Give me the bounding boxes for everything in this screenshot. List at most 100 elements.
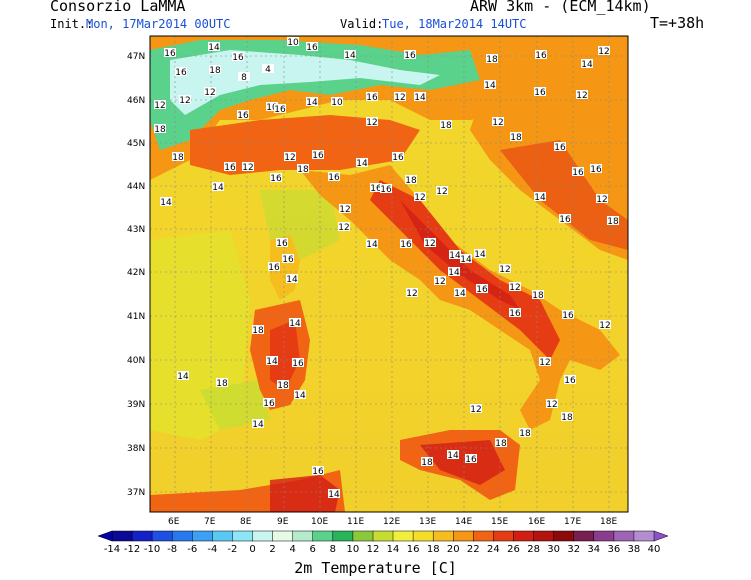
station-label: 16 <box>312 150 324 161</box>
station-label: 12 <box>546 399 558 410</box>
svg-text:16: 16 <box>175 68 187 78</box>
station-label: 14 <box>414 92 426 103</box>
colorbar-tick-label: 18 <box>427 544 440 555</box>
station-label: 16 <box>312 466 324 477</box>
station-label: 12 <box>338 222 350 233</box>
colorbar-tick-label: 10 <box>347 544 360 555</box>
alps-high <box>170 50 440 115</box>
station-label: 16 <box>274 104 286 115</box>
svg-text:14: 14 <box>356 159 368 169</box>
station-label: 12 <box>394 92 406 103</box>
svg-text:16: 16 <box>270 174 282 184</box>
svg-text:12: 12 <box>284 153 295 163</box>
station-label: 18 <box>209 65 221 76</box>
lon-label: 6E <box>168 517 180 527</box>
svg-text:16: 16 <box>232 53 244 63</box>
colorbar-tick-label: 34 <box>587 544 600 555</box>
colorbar-swatch <box>533 530 555 542</box>
colorbar-swatch <box>212 530 234 542</box>
station-label: 16 <box>476 284 488 295</box>
station-label: 12 <box>596 194 608 205</box>
station-label: 14 <box>460 254 472 265</box>
svg-text:18: 18 <box>495 439 507 449</box>
valid-value: Tue, 18Mar2014 14UTC <box>382 17 527 31</box>
station-label: 14 <box>484 80 496 91</box>
svg-text:14: 14 <box>366 240 378 250</box>
svg-text:16: 16 <box>392 153 404 163</box>
station-label: 12 <box>470 404 482 415</box>
colorbar-swatch <box>312 530 334 542</box>
svg-text:16: 16 <box>224 163 236 173</box>
colorbar-tick-label: 30 <box>547 544 560 555</box>
svg-text:16: 16 <box>590 165 602 175</box>
lon-label: 11E <box>347 517 364 527</box>
lat-label: 42N <box>127 268 145 278</box>
apennines-core <box>400 200 520 310</box>
station-label: 16 <box>263 398 275 409</box>
svg-text:12: 12 <box>509 283 520 293</box>
station-label: 16 <box>282 254 294 265</box>
station-label: 8 <box>238 72 250 83</box>
svg-text:14: 14 <box>454 289 466 299</box>
colorbar-tick-label: 2 <box>269 544 275 555</box>
colorbar-tick-label: 4 <box>290 544 296 555</box>
svg-text:14: 14 <box>212 183 224 193</box>
station-label: 12 <box>499 264 511 275</box>
station-label: 12 <box>284 152 296 163</box>
lat-label: 37N <box>127 488 145 498</box>
svg-text:16: 16 <box>534 88 546 98</box>
lon-label: 9E <box>277 517 289 527</box>
lon-label: 13E <box>419 517 436 527</box>
svg-text:18: 18 <box>440 121 452 131</box>
svg-text:16: 16 <box>164 49 176 59</box>
station-label: 16 <box>564 375 576 386</box>
station-label: 14 <box>447 450 459 461</box>
station-label: 18 <box>532 290 544 301</box>
station-label: 16 <box>559 214 571 225</box>
station-label: 16 <box>366 92 378 103</box>
station-label: 16 <box>292 358 304 369</box>
svg-text:16: 16 <box>554 143 566 153</box>
colorbar-swatch <box>332 530 354 542</box>
station-label: 12 <box>492 117 504 128</box>
station-label: 14 <box>581 59 593 70</box>
station-label: 4 <box>262 64 274 75</box>
svg-text:16: 16 <box>400 240 412 250</box>
svg-text:16: 16 <box>476 285 488 295</box>
map-panel <box>150 36 628 512</box>
station-label: 10 <box>266 102 278 113</box>
colorbar-swatch <box>272 530 294 542</box>
svg-text:14: 14 <box>160 198 172 208</box>
lon-label: 10E <box>311 517 328 527</box>
station-label: 14 <box>266 356 278 367</box>
colorbar-swatch <box>392 530 414 542</box>
svg-text:16: 16 <box>292 359 304 369</box>
lon-label: 7E <box>204 517 216 527</box>
lon-label: 8E <box>240 517 252 527</box>
station-label: 14 <box>252 419 264 430</box>
svg-text:14: 14 <box>484 81 496 91</box>
svg-text:12: 12 <box>499 265 510 275</box>
lat-label: 43N <box>127 225 145 235</box>
colorbar-tick-label: 28 <box>527 544 540 555</box>
svg-text:16: 16 <box>370 184 382 194</box>
svg-text:14: 14 <box>534 193 546 203</box>
svg-text:18: 18 <box>421 458 433 468</box>
colorbar-tick-label: 22 <box>467 544 480 555</box>
station-label: 12 <box>576 90 588 101</box>
svg-text:16: 16 <box>559 215 571 225</box>
colorbar-swatch <box>352 530 374 542</box>
station-label: 10 <box>331 97 343 108</box>
colorbar-tick-label: 12 <box>367 544 380 555</box>
station-label: 16 <box>572 167 584 178</box>
station-label: 14 <box>306 97 318 108</box>
colorbar-swatch <box>192 530 214 542</box>
svg-text:18: 18 <box>216 379 228 389</box>
svg-text:16: 16 <box>562 311 574 321</box>
map-frame <box>149 35 629 513</box>
colorbar-swatch <box>131 530 153 542</box>
colorbar-tick-label: -12 <box>124 544 140 555</box>
lon-label: 18E <box>600 517 617 527</box>
svg-text:14: 14 <box>449 251 461 261</box>
lat-label: 47N <box>127 52 145 62</box>
